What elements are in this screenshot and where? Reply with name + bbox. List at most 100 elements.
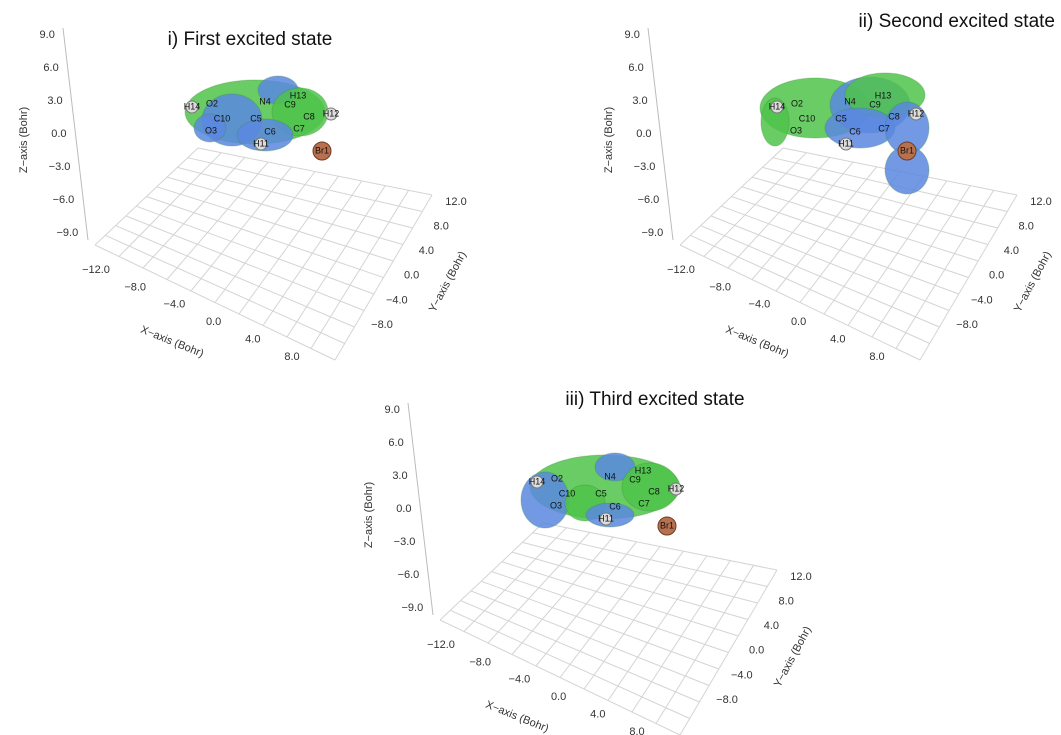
y-tick-label: −8.0 xyxy=(956,319,978,331)
atom-label: H12 xyxy=(908,108,925,118)
atom-label: C10 xyxy=(559,488,576,498)
grid-line xyxy=(239,176,338,314)
z-tick-label: 0.0 xyxy=(636,128,651,140)
grid-line xyxy=(492,572,729,653)
z-tick-label: −9.0 xyxy=(641,227,663,239)
y-tick-label: 4.0 xyxy=(419,245,434,257)
x-tick-label: −4.0 xyxy=(509,674,531,686)
y-axis-label: Y−axis (Bohr) xyxy=(1012,250,1054,315)
z-tick-label: −6.0 xyxy=(638,194,660,206)
x-tick-label: 4.0 xyxy=(830,334,845,346)
x-tick-label: −8.0 xyxy=(469,656,491,668)
x-tick-label: −4.0 xyxy=(164,299,186,311)
atom-label: Br1 xyxy=(315,145,329,155)
y-tick-label: 12.0 xyxy=(1030,196,1051,208)
atom-label: N4 xyxy=(604,471,616,481)
atom-label: C7 xyxy=(638,498,650,508)
x-tick-label: −4.0 xyxy=(749,299,771,311)
atom-label: Br1 xyxy=(660,520,674,530)
z-tick-label: 9.0 xyxy=(385,404,400,416)
atom-label: C10 xyxy=(799,113,816,123)
x-axis-label: X−axis (Bohr) xyxy=(139,324,206,360)
y-tick-label: 0.0 xyxy=(749,645,764,657)
y-tick-label: 0.0 xyxy=(404,270,419,282)
y-tick-label: 0.0 xyxy=(989,270,1004,282)
atom-label: C9 xyxy=(284,99,296,109)
x-tick-label: 4.0 xyxy=(245,334,260,346)
atom-label: H12 xyxy=(323,108,340,118)
x-tick-label: 0.0 xyxy=(791,316,806,328)
grid-line xyxy=(584,551,683,689)
atom-label: C9 xyxy=(629,474,641,484)
atom-label: N4 xyxy=(844,96,856,106)
x-tick-label: −12.0 xyxy=(667,264,695,276)
z-axis xyxy=(408,403,433,615)
figure: 9.0 6.0 3.0 0.0 −3.0 −6.0 −9.0 Z−axis (Bohr) −12… xyxy=(0,0,1061,735)
panel-title: ii) Second excited state xyxy=(859,11,1055,32)
panel: 9.06.03.00.0−3.0−6.0−9.0Z−axis (Bohr)−12… xyxy=(603,28,1054,363)
x-tick-label: −12.0 xyxy=(427,639,455,651)
atom-label: C8 xyxy=(303,111,315,121)
atom-label: C6 xyxy=(264,126,276,136)
y-tick-label: 12.0 xyxy=(790,571,811,583)
atom-label: C8 xyxy=(888,111,900,121)
x-tick-label: 8.0 xyxy=(284,351,299,363)
grid-line xyxy=(188,158,423,212)
atom-label: H14 xyxy=(529,476,546,486)
z-axis-label: Z−axis (Bohr) xyxy=(363,482,375,548)
z-tick-label: 0.0 xyxy=(396,503,411,515)
panel: 9.06.03.00.0−3.0−6.0−9.0Z−axis (Bohr)−12… xyxy=(363,403,814,735)
atom-label: O3 xyxy=(790,125,802,135)
atom-label: C8 xyxy=(648,486,660,496)
z-axis xyxy=(648,28,673,240)
atom-label: N4 xyxy=(259,96,271,106)
y-tick-label: 8.0 xyxy=(1019,221,1034,233)
atom-label: C9 xyxy=(869,99,881,109)
grid-line xyxy=(147,197,384,278)
z-tick-label: −3.0 xyxy=(634,161,656,173)
z-tick-label: −3.0 xyxy=(49,161,71,173)
x-axis-label: X−axis (Bohr) xyxy=(484,699,551,735)
atom-label: O2 xyxy=(551,473,563,483)
z-tick-label: 6.0 xyxy=(43,62,58,74)
z-tick-label: −6.0 xyxy=(53,194,75,206)
atom-label: H12 xyxy=(668,483,685,493)
z-tick-label: −9.0 xyxy=(401,602,423,614)
x-tick-label: −8.0 xyxy=(709,281,731,293)
x-axis-label: X−axis (Bohr) xyxy=(724,324,791,360)
atom-label: C6 xyxy=(609,501,621,511)
atom-label: H11 xyxy=(598,513,614,523)
atom-label: O3 xyxy=(550,500,562,510)
grid-line xyxy=(824,176,923,314)
y-tick-label: −4.0 xyxy=(386,294,408,306)
y-tick-label: 8.0 xyxy=(779,596,794,608)
y-tick-label: 12.0 xyxy=(445,196,466,208)
atom-label: C5 xyxy=(250,113,262,123)
atom-label: C5 xyxy=(835,113,847,123)
y-tick-label: −8.0 xyxy=(716,694,738,706)
grid-line xyxy=(732,197,969,278)
z-tick-label: 6.0 xyxy=(388,437,403,449)
z-tick-label: 6.0 xyxy=(628,62,643,74)
z-tick-label: 3.0 xyxy=(392,470,407,482)
z-tick-label: −9.0 xyxy=(56,227,78,239)
z-tick-label: −3.0 xyxy=(394,536,416,548)
x-tick-label: 4.0 xyxy=(590,709,605,721)
x-tick-label: 8.0 xyxy=(629,726,644,735)
x-tick-label: −8.0 xyxy=(124,281,146,293)
atom-label: O2 xyxy=(206,98,218,108)
x-tick-label: 0.0 xyxy=(551,691,566,703)
y-tick-label: −4.0 xyxy=(971,294,993,306)
atom-label: H14 xyxy=(184,101,201,111)
atom-label: H11 xyxy=(253,138,269,148)
z-axis-label: Z−axis (Bohr) xyxy=(603,107,615,173)
z-axis-label: Z−axis (Bohr) xyxy=(18,107,30,173)
z-tick-label: 9.0 xyxy=(40,29,55,41)
x-tick-label: −12.0 xyxy=(82,264,110,276)
y-tick-label: 4.0 xyxy=(764,620,779,632)
x-tick-label: 8.0 xyxy=(869,351,884,363)
panel: 9.06.03.00.0−3.0−6.0−9.0Z−axis (Bohr)−12… xyxy=(18,28,469,363)
z-axis xyxy=(63,28,88,240)
atom-label: H11 xyxy=(838,138,854,148)
grid-line xyxy=(167,177,403,244)
